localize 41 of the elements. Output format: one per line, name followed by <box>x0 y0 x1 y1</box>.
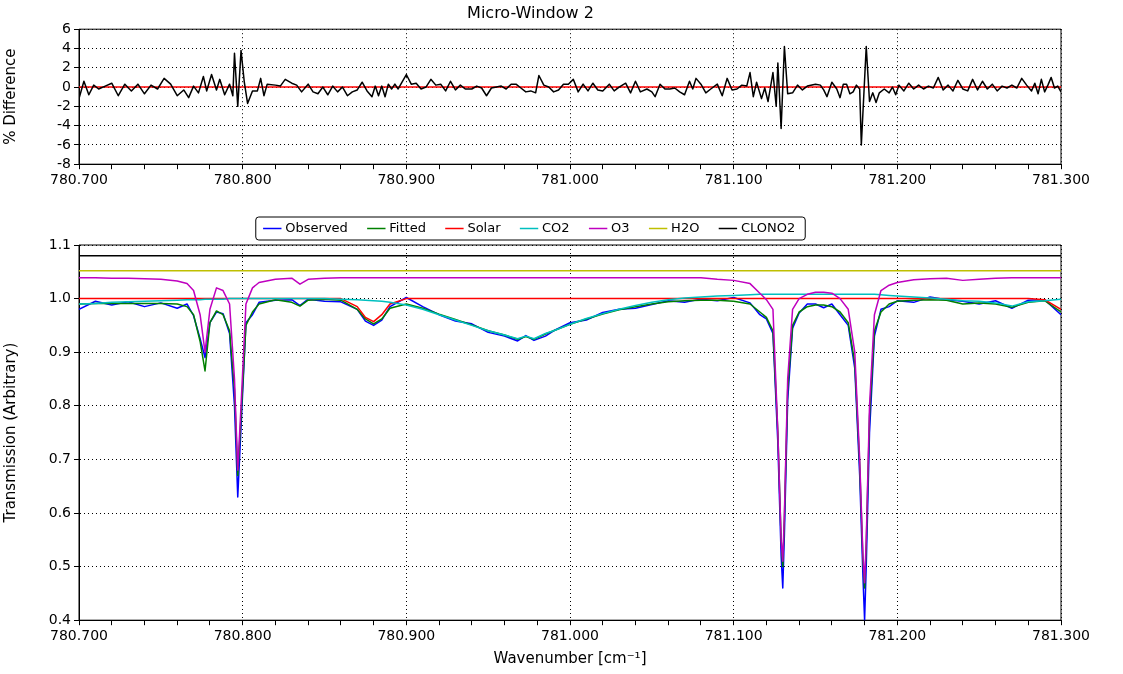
x-tick-label: 780.800 <box>213 627 272 644</box>
legend-label: CLONO2 <box>740 219 796 235</box>
y-axis-title: Transmission (Arbitrary) <box>0 342 19 524</box>
y-tick-label: 4 <box>62 39 72 56</box>
x-tick-label: 781.300 <box>1032 627 1090 644</box>
x-tick-label: 781.100 <box>704 627 763 644</box>
legend-label: O3 <box>611 219 630 235</box>
x-tick-label: 780.900 <box>377 627 436 644</box>
y-tick-label: 1.1 <box>48 235 71 252</box>
y-tick-label: -4 <box>57 116 72 133</box>
y-tick-label: 0.8 <box>48 396 71 413</box>
y-tick-label: 0 <box>62 77 71 94</box>
legend-label: CO2 <box>542 219 570 235</box>
x-axis-title: Wavenumber [cm⁻¹] <box>493 648 647 667</box>
y-tick-label: 0.4 <box>48 610 72 627</box>
legend-label: Fitted <box>389 219 426 235</box>
y-tick-label: 0.5 <box>48 557 71 574</box>
x-tick-label: 781.000 <box>541 627 599 644</box>
y-tick-label: 0.9 <box>48 342 71 359</box>
y-tick-label: -6 <box>57 135 72 152</box>
y-axis-title: % Difference <box>0 48 19 145</box>
y-tick-label: 2 <box>62 58 71 75</box>
y-tick-label: 0.7 <box>48 450 71 467</box>
x-tick-label: 780.700 <box>50 627 108 644</box>
x-tick-label: 781.100 <box>704 171 763 188</box>
legend-label: Solar <box>467 219 502 235</box>
x-tick-label: 781.000 <box>541 171 599 188</box>
x-tick-label: 781.200 <box>868 171 927 188</box>
x-tick-label: 780.900 <box>377 171 436 188</box>
x-tick-label: 781.200 <box>868 627 927 644</box>
y-tick-label: 0.6 <box>48 503 72 520</box>
legend-label: H2O <box>671 219 700 235</box>
y-tick-label: 6 <box>62 19 72 36</box>
y-tick-label: -8 <box>57 154 71 171</box>
y-tick-label: -2 <box>57 96 71 113</box>
y-tick-label: 1.0 <box>48 289 71 306</box>
x-tick-label: 781.300 <box>1032 171 1090 188</box>
x-tick-label: 780.800 <box>213 171 272 188</box>
chart-title: Micro-Window 2 <box>467 2 594 22</box>
legend-label: Observed <box>285 219 348 235</box>
x-tick-label: 780.700 <box>50 171 108 188</box>
